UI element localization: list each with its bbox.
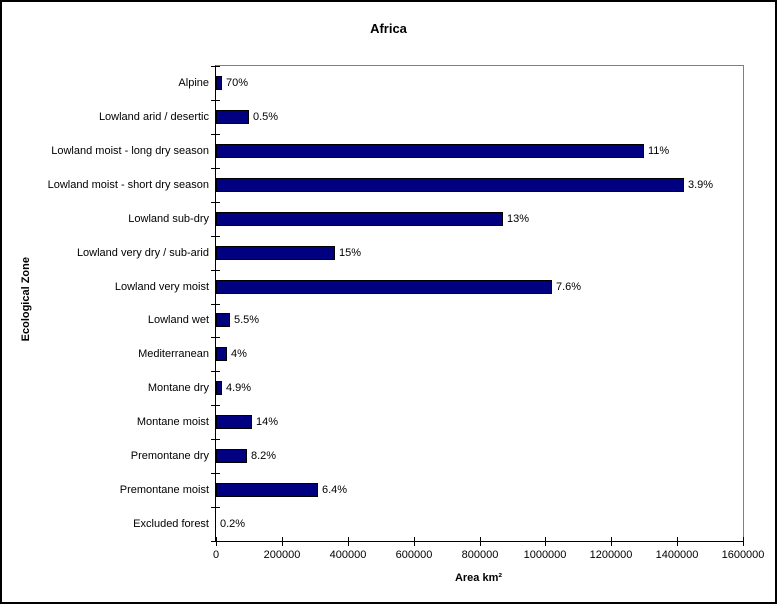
bar [216, 212, 503, 226]
data-label: 3.9% [688, 179, 714, 191]
bar [216, 144, 644, 158]
y-axis-title: Ecological Zone [20, 257, 32, 342]
bar [216, 110, 249, 124]
x-tick-label: 1000000 [523, 549, 567, 561]
x-tick [611, 537, 612, 546]
data-label: 11% [648, 145, 670, 157]
data-label: 0.5% [253, 111, 279, 123]
bar [216, 449, 247, 463]
data-label: 14% [256, 416, 279, 428]
category-label: Lowland very dry / sub-arid [76, 247, 209, 259]
category-label: Excluded forest [133, 518, 209, 530]
y-tick [211, 236, 220, 237]
x-tick-label: 1200000 [589, 549, 633, 561]
x-tick-label: 600000 [395, 549, 433, 561]
x-tick [282, 537, 283, 546]
y-tick [211, 270, 220, 271]
y-tick [211, 473, 220, 474]
bar [216, 178, 684, 192]
data-label: 4% [231, 348, 247, 360]
x-tick [545, 537, 546, 546]
x-tick-label: 800000 [461, 549, 499, 561]
bar [216, 280, 552, 294]
x-tick-label: 1600000 [721, 549, 765, 561]
data-label: 7.6% [556, 281, 582, 293]
category-label: Alpine [178, 77, 209, 89]
x-axis-title: Area km² [454, 572, 503, 584]
category-label: Lowland moist - short dry season [47, 179, 209, 191]
bar [216, 246, 335, 260]
category-label: Lowland arid / desertic [98, 111, 209, 123]
x-tick [677, 537, 678, 546]
y-tick [211, 100, 220, 101]
data-label: 6.4% [322, 484, 348, 496]
x-tick-label: 0 [212, 549, 220, 561]
y-tick [211, 304, 220, 305]
category-label: Montane dry [147, 382, 209, 394]
x-tick [348, 537, 349, 546]
category-label: Lowland sub-dry [128, 213, 209, 225]
bar [216, 313, 230, 327]
x-tick-label: 200000 [263, 549, 301, 561]
y-tick [211, 66, 220, 67]
y-tick [211, 202, 220, 203]
y-tick [211, 507, 220, 508]
category-label: Mediterranean [138, 348, 209, 360]
data-label: 8.2% [251, 450, 277, 462]
bar [216, 415, 252, 429]
x-tick [480, 537, 481, 546]
x-tick [414, 537, 415, 546]
x-tick [743, 537, 744, 546]
category-label: Lowland wet [147, 314, 209, 326]
x-tick-label: 1400000 [655, 549, 699, 561]
bar [216, 347, 227, 361]
category-label: Premontane dry [130, 450, 209, 462]
plot-area: Alpine 70% Lowland arid / desertic 0.5% Lowl… [48, 65, 764, 561]
y-tick [211, 168, 220, 169]
data-label: 13% [507, 213, 530, 225]
y-tick [211, 541, 220, 542]
category-label: Lowland moist - long dry season [51, 145, 209, 157]
y-tick [211, 337, 220, 338]
y-tick [211, 134, 220, 135]
data-label: 5.5% [234, 314, 260, 326]
data-label: 0.2% [220, 518, 246, 530]
y-tick [211, 405, 220, 406]
chart-title: Africa [370, 21, 407, 36]
category-label: Lowland very moist [114, 281, 209, 293]
data-label: 4.9% [226, 382, 252, 394]
bar [216, 76, 222, 90]
bar [216, 381, 222, 395]
x-tick-label: 400000 [329, 549, 367, 561]
data-label: 15% [339, 247, 362, 259]
y-tick [211, 371, 220, 372]
category-label: Montane moist [136, 416, 209, 428]
x-tick [216, 537, 217, 546]
bar [216, 483, 318, 497]
data-label: 70% [226, 77, 249, 89]
y-tick [211, 439, 220, 440]
category-label: Premontane moist [119, 484, 209, 496]
